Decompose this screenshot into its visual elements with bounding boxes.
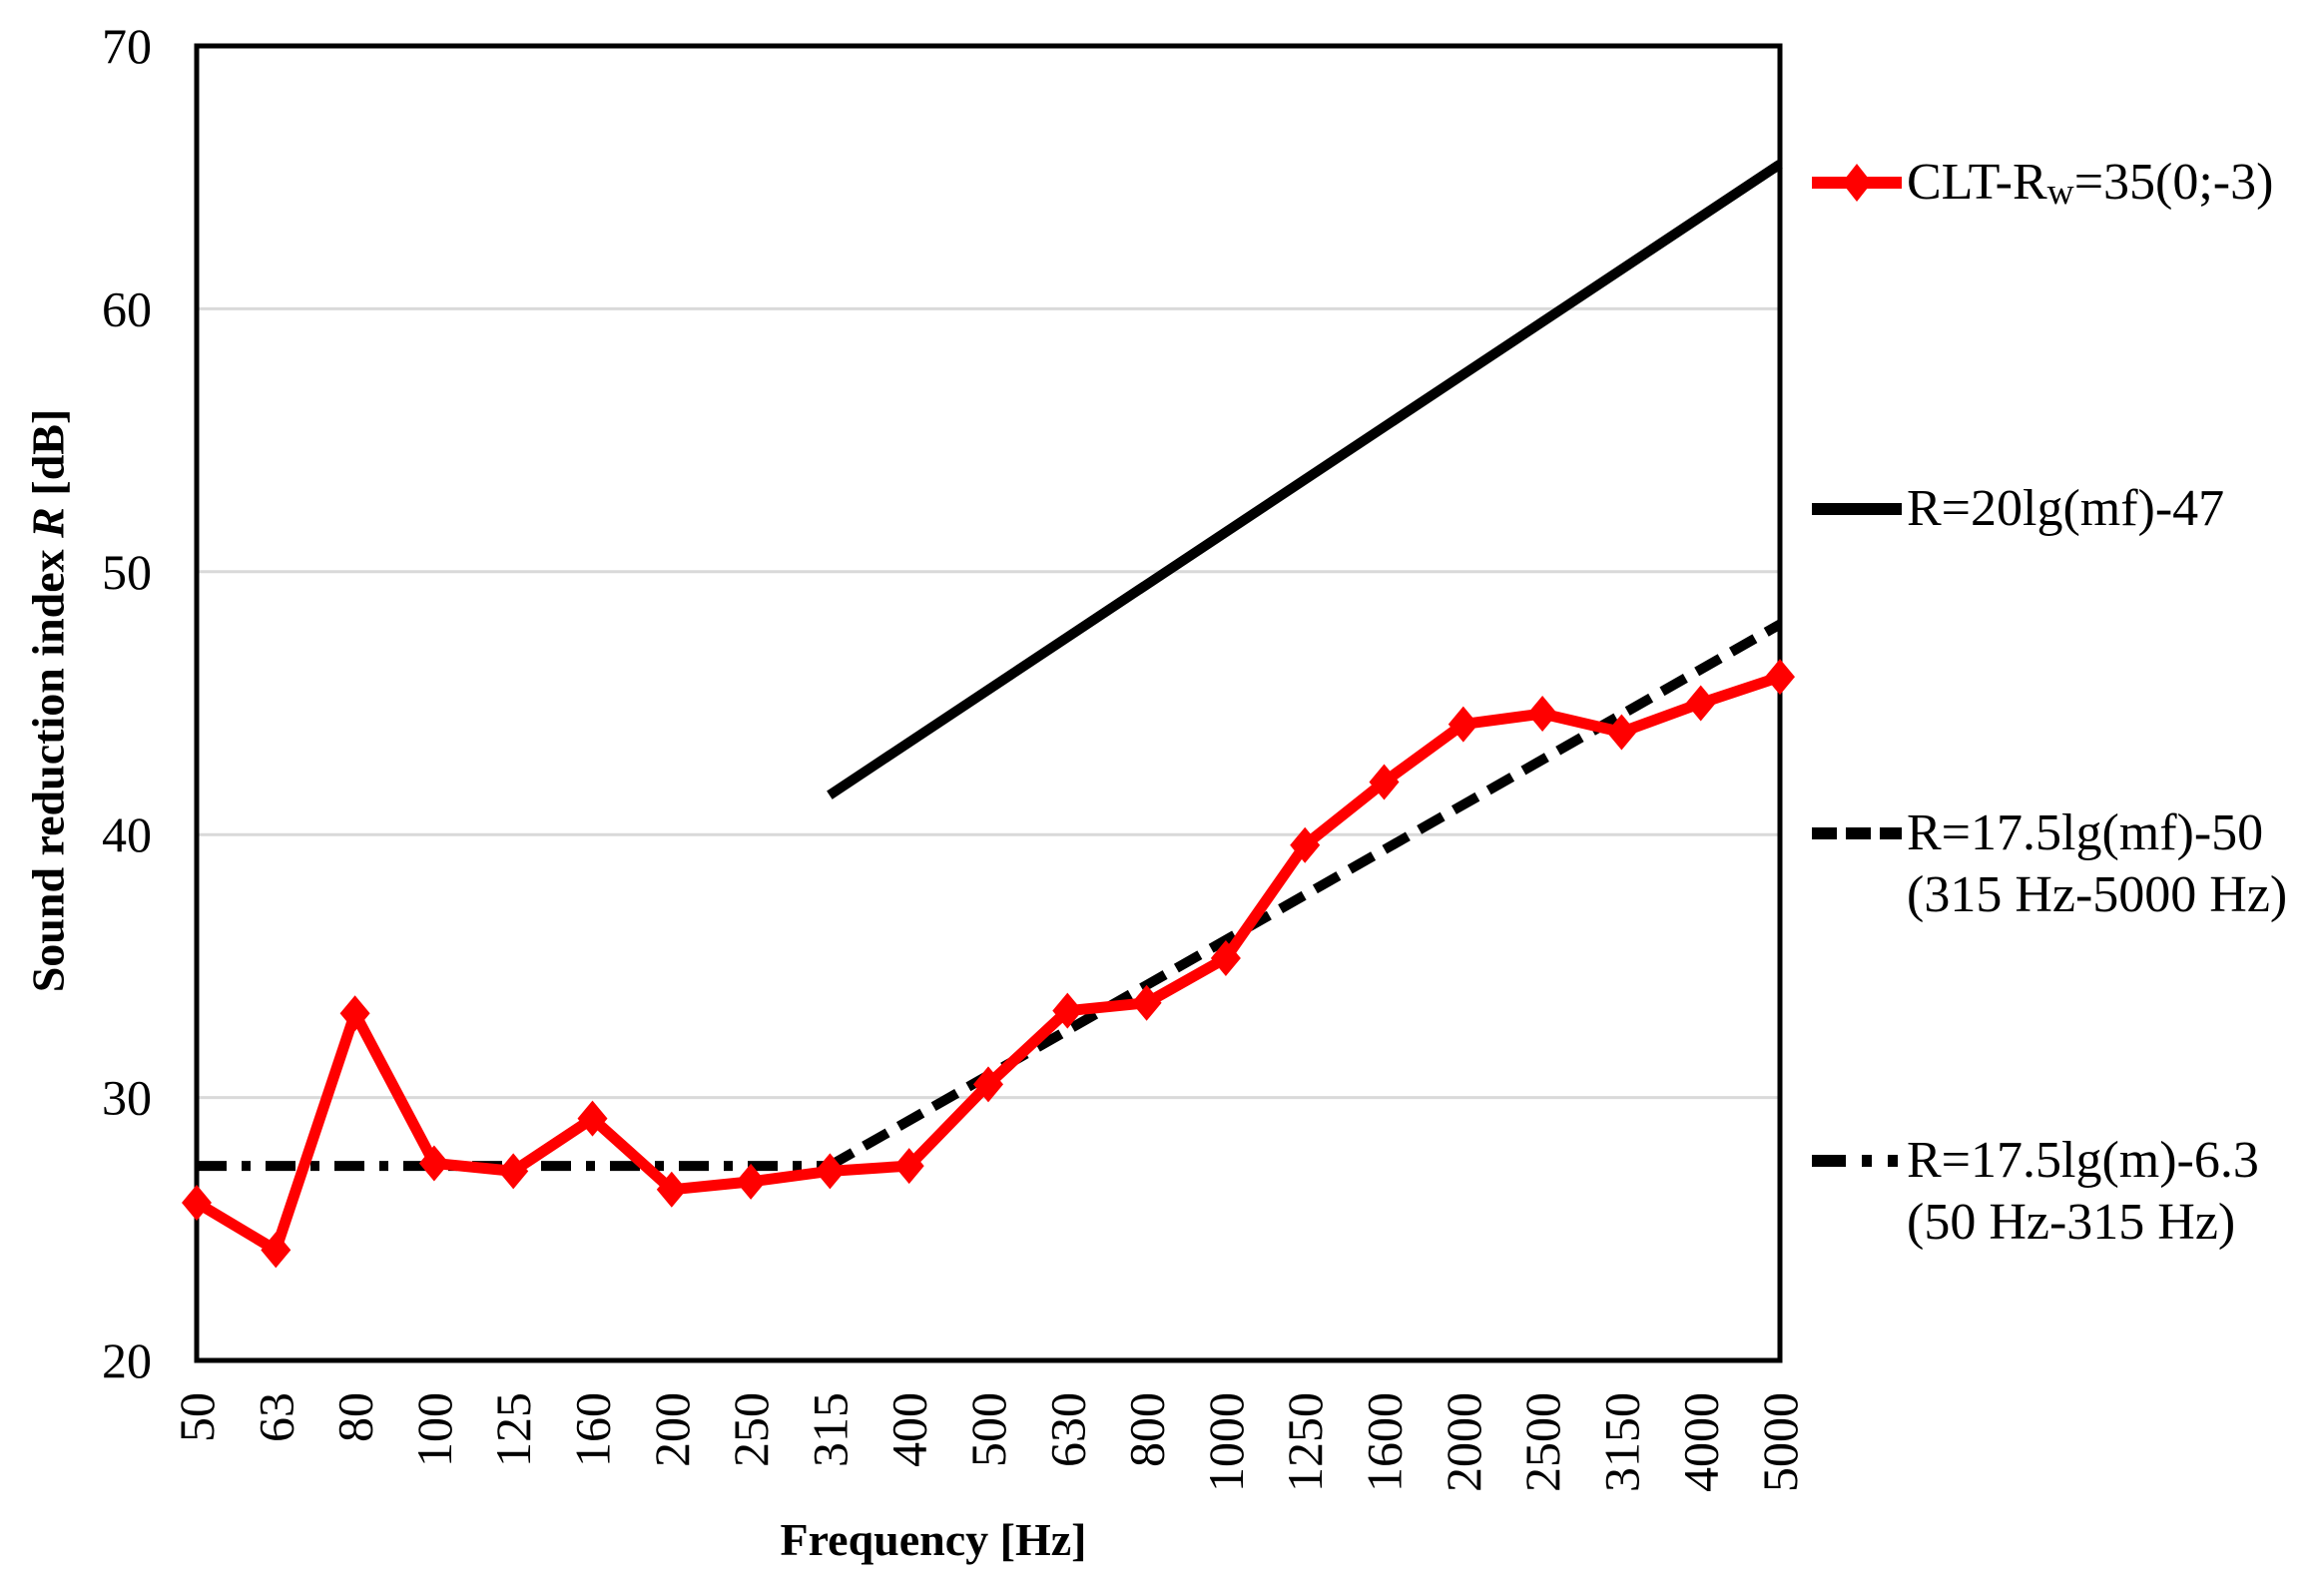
- y-axis-title: Sound reduction index R [dB]: [22, 409, 75, 993]
- x-tick-label: 5000: [1752, 1392, 1808, 1492]
- diamond-marker: [1685, 685, 1716, 722]
- x-tick-label: 1600: [1357, 1392, 1413, 1492]
- diamond-marker: [1210, 939, 1241, 976]
- diamond-marker: [1290, 826, 1321, 863]
- y-tick-label: 30: [102, 1070, 152, 1126]
- diamond-marker: [577, 1100, 608, 1137]
- diamond-marker: [182, 1184, 212, 1221]
- x-tick-label: 3150: [1593, 1392, 1649, 1492]
- x-tick-label: 4000: [1673, 1392, 1729, 1492]
- y-axis-title-units: [dB]: [22, 408, 74, 508]
- x-tick-label: 1250: [1277, 1392, 1333, 1492]
- diamond-marker: [736, 1163, 767, 1200]
- x-tick-label: 100: [406, 1392, 462, 1467]
- x-tick-label: 200: [644, 1392, 700, 1467]
- plot-border: [194, 43, 1783, 1363]
- y-tick-label: 20: [102, 1332, 152, 1388]
- x-tick-label: 80: [327, 1392, 383, 1442]
- y-tick-label: 50: [102, 544, 152, 600]
- x-tick-label: 2500: [1514, 1392, 1570, 1492]
- x-tick-label: 1000: [1198, 1392, 1254, 1492]
- diamond-marker: [656, 1171, 687, 1208]
- x-tick-label: 800: [1119, 1392, 1175, 1467]
- series-line-solid: [827, 160, 1783, 799]
- y-tick-label: 60: [102, 280, 152, 336]
- x-tick-label: 160: [565, 1392, 621, 1467]
- diamond-marker: [1131, 984, 1162, 1021]
- diamond-marker: [1606, 714, 1637, 751]
- diamond-marker: [1369, 764, 1400, 800]
- x-tick-label: 315: [802, 1392, 858, 1467]
- x-tick-label: 63: [248, 1392, 303, 1442]
- diamond-marker: [418, 1145, 449, 1182]
- diamond-marker: [498, 1153, 529, 1190]
- diamond-marker: [1765, 659, 1795, 696]
- diamond-marker: [1052, 992, 1083, 1029]
- x-tick-label: 2000: [1436, 1392, 1491, 1492]
- y-tick-label: 70: [102, 18, 152, 74]
- x-tick-label: 400: [881, 1392, 937, 1467]
- diamond-marker: [893, 1148, 924, 1185]
- x-tick-label: 125: [485, 1392, 541, 1467]
- diamond-marker: [973, 1066, 1003, 1103]
- x-tick-label: 500: [960, 1392, 1016, 1467]
- x-tick-label: 250: [723, 1392, 779, 1467]
- diamond-marker: [815, 1153, 846, 1190]
- x-axis-title: Frequency [Hz]: [780, 1514, 1087, 1565]
- x-tick-label: 630: [1039, 1392, 1095, 1467]
- y-axis-title-text: Sound reduction index: [22, 537, 74, 993]
- diamond-marker: [1448, 706, 1478, 743]
- y-tick-label: 40: [102, 806, 152, 862]
- diamond-marker: [1527, 696, 1558, 733]
- diamond-marker: [261, 1232, 291, 1269]
- x-tick-label: 50: [169, 1392, 225, 1442]
- y-axis-title-symbol: R: [22, 507, 74, 538]
- diamond-marker: [339, 995, 370, 1032]
